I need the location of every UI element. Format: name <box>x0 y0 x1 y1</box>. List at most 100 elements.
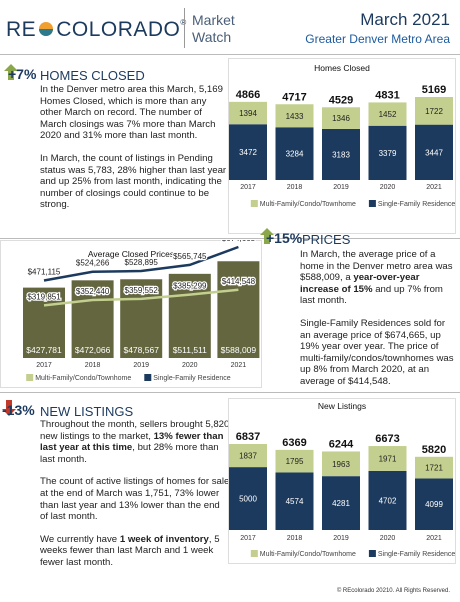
x-tick-label: 2019 <box>333 535 349 542</box>
value-label: $478,567 <box>123 345 159 355</box>
legend-label: Multi-Family/Condo/Townhome <box>260 551 356 558</box>
chart-frame <box>228 58 456 234</box>
chart-title: Homes Closed <box>314 63 370 73</box>
bold-run: year-over-year increase of 15% <box>300 272 420 295</box>
legend-label: Single-Family Residence <box>153 375 231 382</box>
value-label: $524,266 <box>76 259 110 268</box>
bar <box>168 273 211 358</box>
value-label: $528,895 <box>125 258 159 267</box>
value-label: $565,745 <box>173 252 207 261</box>
legend-swatch <box>144 374 152 381</box>
legend-swatch <box>250 200 258 207</box>
badge: -13% <box>2 402 35 418</box>
value-label: 4281 <box>332 499 350 508</box>
divider <box>0 54 460 55</box>
value-label: 4574 <box>286 497 304 506</box>
product: Market Watch <box>192 12 235 46</box>
value-label: 1722 <box>425 107 443 116</box>
logo-sun <box>39 22 54 36</box>
value-label: 1795 <box>286 457 304 466</box>
bar <box>23 287 65 358</box>
section-title: NEW LISTINGS <box>40 404 134 419</box>
x-tick-label: 2018 <box>287 184 303 191</box>
value-label: 1452 <box>379 110 397 119</box>
bar-segment <box>229 101 267 125</box>
total-label: 4717 <box>282 91 306 103</box>
arrow-up <box>260 228 274 244</box>
product-line: Market <box>192 12 235 28</box>
region: Greater Denver Metro Area <box>305 32 450 46</box>
legend-swatch <box>26 374 34 381</box>
bar-segment <box>322 128 360 180</box>
bar-segment <box>275 449 314 473</box>
x-tick-label: 2020 <box>380 184 396 191</box>
bar-segment <box>322 107 360 129</box>
value-label: 3447 <box>425 148 443 157</box>
value-label: 3472 <box>239 148 257 157</box>
bar-segment <box>229 467 267 530</box>
total-label: 6244 <box>329 438 354 450</box>
value-label: 5000 <box>239 495 257 504</box>
legend-label: Single-Family Residence <box>378 551 456 558</box>
value-label: $511,511 <box>173 345 207 355</box>
x-tick-label: 2019 <box>333 184 349 191</box>
x-tick-label: 2021 <box>426 184 442 191</box>
text-run: , 5 weeks fewer than last March and 1 we… <box>40 533 220 568</box>
footer: © REcolorado 20210. All Rights Reserved. <box>336 588 450 594</box>
paragraph: In March, the average price of a home in… <box>300 249 458 307</box>
value-label: $359,552 <box>125 286 159 295</box>
x-tick-label: 2018 <box>287 535 303 542</box>
value-label: 1837 <box>239 452 257 461</box>
legend-label: Multi-Family/Condo/Townhome <box>260 201 356 208</box>
value-label: $674,665 <box>222 240 256 243</box>
bar-segment <box>275 104 314 128</box>
section-text: In March, the average price of a home in… <box>300 249 458 399</box>
paragraph: Throughout the month, sellers brought 5,… <box>40 419 230 465</box>
total-label: 6837 <box>236 431 260 443</box>
bar-segment <box>229 124 267 180</box>
paragraph: In the Denver metro area this March, 5,1… <box>40 84 228 142</box>
x-tick-label: 2021 <box>426 535 442 542</box>
value-label: 1721 <box>425 464 443 473</box>
line <box>43 288 239 307</box>
legend-swatch <box>250 550 258 557</box>
bar-segment <box>275 127 314 180</box>
legend-swatch <box>368 200 376 207</box>
text-run: In March, the count of listings in Pendi… <box>40 152 227 211</box>
value-label: 3183 <box>332 150 350 159</box>
value-label: 1346 <box>332 114 350 123</box>
badge: +15% <box>266 230 303 246</box>
value-label: 1971 <box>379 454 397 463</box>
x-tick-label: 2020 <box>182 362 198 369</box>
bar-segment <box>368 102 407 126</box>
paragraph: In March, the count of listings in Pendi… <box>40 153 228 211</box>
chart: Average Closed Prices $427,781 $472,066 $47… <box>0 240 262 388</box>
value-label: 4099 <box>425 500 443 509</box>
x-tick-label: 2018 <box>85 362 101 369</box>
chart: New Listings 5000 1837 6837 2017 4574 1795 6369… <box>228 398 456 564</box>
chart: Homes Closed 3472 1394 4866 2017 3284 1433 4717… <box>228 58 456 234</box>
x-tick-label: 2019 <box>133 362 149 369</box>
legend-label: Multi-Family/Condo/Townhome <box>35 375 131 382</box>
bar-segment <box>322 476 360 530</box>
paragraph: We currently have 1 week of inventory, 5… <box>40 534 230 569</box>
text-run: and up 7% from last month. <box>300 283 443 307</box>
bar-segment <box>322 451 360 477</box>
arrow-down <box>2 400 16 416</box>
value-label: $471,115 <box>28 267 61 276</box>
value-label: $588,009 <box>221 345 257 355</box>
value-label: 4702 <box>379 496 397 505</box>
bar-segment <box>368 470 407 530</box>
line <box>43 245 239 282</box>
text-run: , but 28% more than last month. <box>40 442 219 465</box>
value-label: 1963 <box>332 460 350 469</box>
section-text: Throughout the month, sellers brought 5,… <box>40 419 230 580</box>
x-tick-label: 2017 <box>240 535 256 542</box>
value-label: 1394 <box>239 109 257 118</box>
value-label: 1433 <box>286 112 304 121</box>
total-label: 6673 <box>375 433 399 445</box>
section-text: In the Denver metro area this March, 5,1… <box>40 84 228 222</box>
text-run: Single-Family Residences sold for an ave… <box>300 317 454 387</box>
chart-title: New Listings <box>318 401 366 411</box>
